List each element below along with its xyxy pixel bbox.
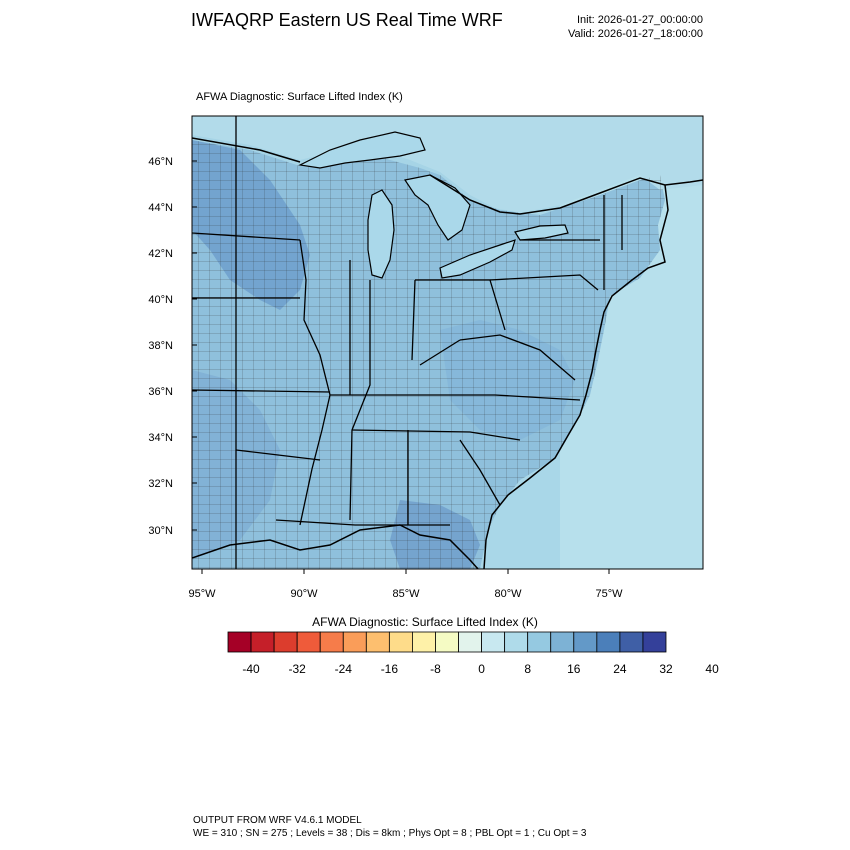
lat-label: 46°N <box>148 156 173 168</box>
colorbar-box <box>435 631 459 653</box>
land-canada <box>192 116 703 213</box>
state-boundaries <box>192 116 623 569</box>
map-field <box>192 116 703 569</box>
lon-label: 75°W <box>595 588 623 600</box>
latitude-axis: 46°N 44°N 42°N 40°N 38°N 36°N 34°N 32°N 30°N <box>148 156 197 537</box>
colorbar-tick-label: -8 <box>430 662 441 676</box>
colorbar-box <box>642 631 667 653</box>
colorbar-box <box>342 631 367 653</box>
colorbar-box <box>273 631 298 653</box>
lat-label: 42°N <box>148 248 173 260</box>
colorbar-box <box>596 631 621 653</box>
canada-border <box>192 137 703 215</box>
colorbar-box <box>250 631 275 653</box>
lon-label: 85°W <box>392 588 420 600</box>
lat-label: 36°N <box>148 386 173 398</box>
colorbar-box <box>365 631 390 653</box>
lon-label: 80°W <box>494 588 522 600</box>
colorbar-box <box>412 631 436 653</box>
colorbar-box <box>458 631 482 653</box>
main-title: IWFAQRP Eastern US Real Time WRF <box>191 10 503 30</box>
lake-erie <box>439 239 516 279</box>
colorbar-tick-label: 24 <box>613 662 627 676</box>
colorbar-box <box>319 631 344 653</box>
colorbar-box <box>619 631 644 653</box>
init-time: Init: 2026-01-27_00:00:00 <box>577 14 703 26</box>
colorbar <box>227 631 667 653</box>
valid-time: Valid: 2026-01-27_18:00:00 <box>568 28 703 40</box>
colorbar-box <box>573 631 598 653</box>
colorbar-box <box>227 631 252 653</box>
atlantic-coastline <box>483 184 669 569</box>
colorbar-tick-label: -40 <box>242 662 260 676</box>
lat-label: 30°N <box>148 525 173 537</box>
lake-michigan <box>367 189 395 279</box>
lon-label: 95°W <box>188 588 216 600</box>
map-frame <box>191 115 704 570</box>
colorbar-tick-label: 16 <box>567 662 581 676</box>
lat-label: 32°N <box>148 478 173 490</box>
colorbar-tick-label: -24 <box>335 662 353 676</box>
lat-label: 34°N <box>148 432 173 444</box>
colorbar-tick-label: -32 <box>288 662 306 676</box>
plot-title: AFWA Diagnostic: Surface Lifted Index (K… <box>196 91 403 103</box>
lat-label: 38°N <box>148 340 173 352</box>
colorbar-box <box>550 631 575 653</box>
colorbar-tick-label: -16 <box>381 662 399 676</box>
footer-model-line: OUTPUT FROM WRF V4.6.1 MODEL <box>193 815 362 826</box>
colorbar-tick-label: 32 <box>659 662 673 676</box>
footer-config-line: WE = 310 ; SN = 275 ; Levels = 38 ; Dis … <box>193 828 587 839</box>
lake-superior <box>298 131 426 169</box>
colorbar-tick-label: 0 <box>478 662 485 676</box>
colorbar-title: AFWA Diagnostic: Surface Lifted Index (K… <box>312 615 538 629</box>
lon-label: 90°W <box>290 588 318 600</box>
colorbar-box <box>481 631 506 653</box>
longitude-axis: 95°W 90°W 85°W 80°W 75°W <box>188 569 623 600</box>
colorbar-tick-label: 40 <box>705 662 719 676</box>
colorbar-box <box>296 631 321 653</box>
county-lines <box>192 140 665 569</box>
colorbar-tick-labels: -40 -32 -24 -16 -8 0 8 16 24 32 40 <box>242 662 719 676</box>
colorbar-box <box>388 631 413 653</box>
lake-huron <box>404 174 471 241</box>
colorbar-box <box>527 631 552 653</box>
colorbar-tick-label: 8 <box>524 662 531 676</box>
lat-label: 44°N <box>148 202 173 214</box>
gulf-coastline <box>192 524 479 569</box>
lat-label: 40°N <box>148 294 173 306</box>
colorbar-box <box>504 631 529 653</box>
